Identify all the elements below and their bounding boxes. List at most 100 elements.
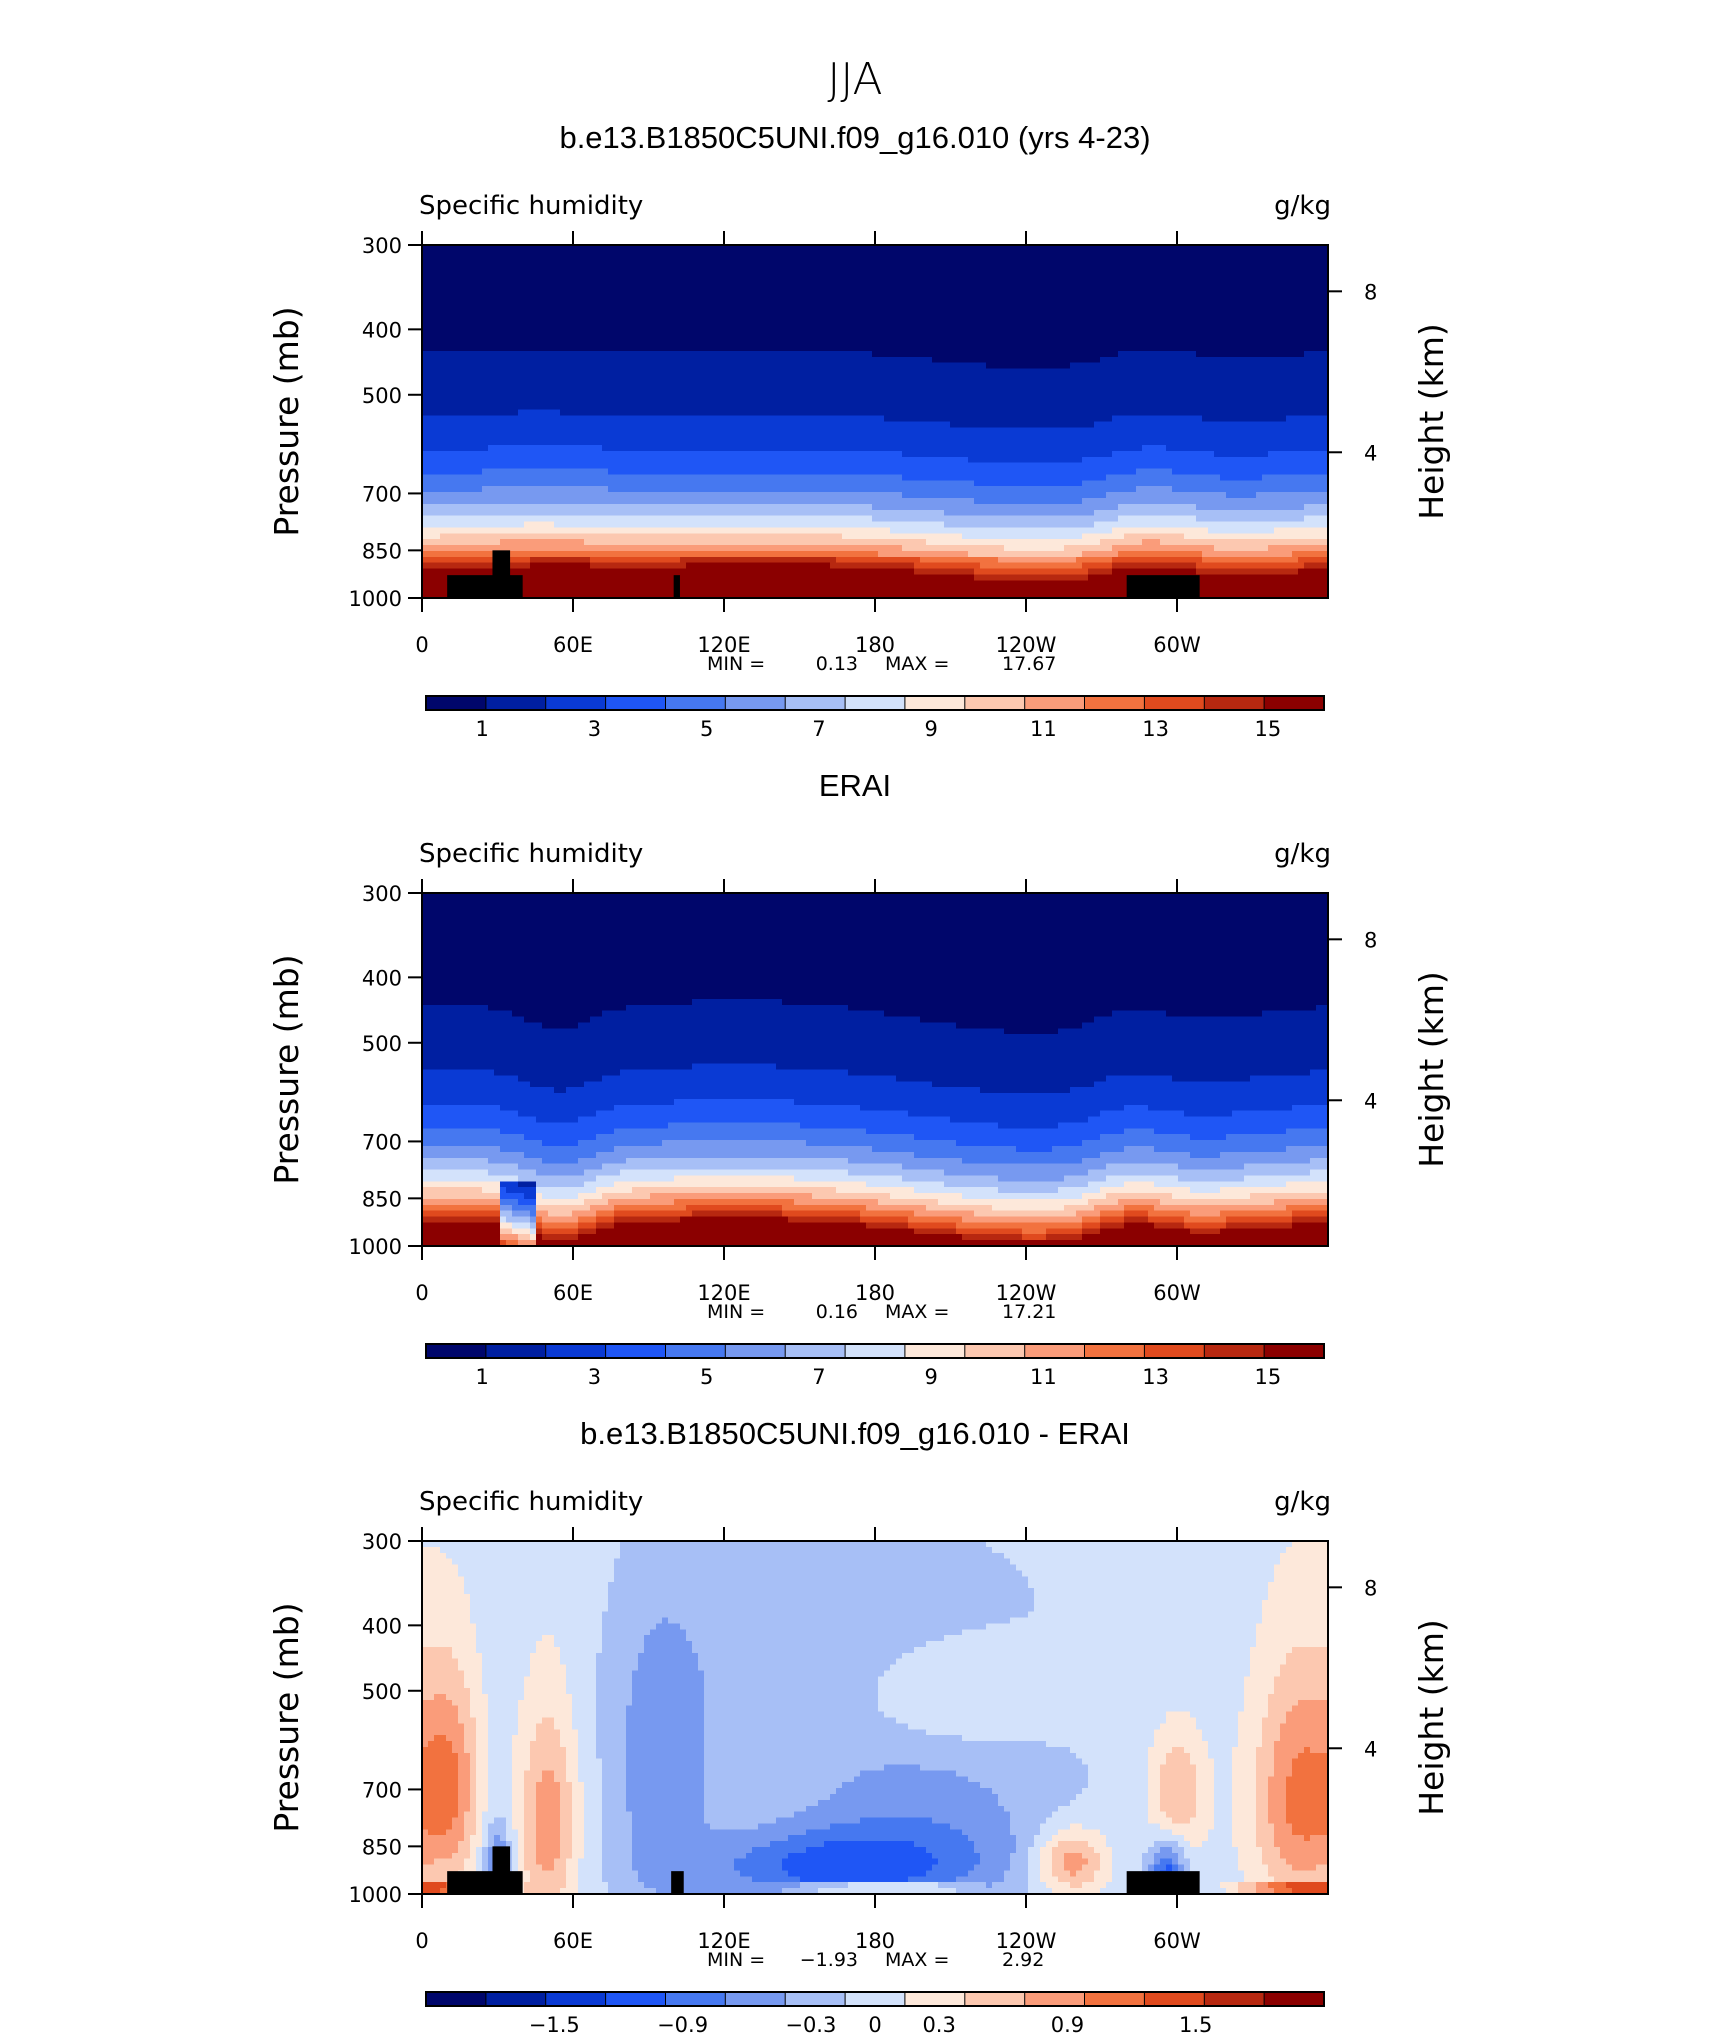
field-cell <box>422 1717 459 1725</box>
field-cell <box>1274 1676 1328 1683</box>
field-cell <box>1010 1811 1053 1819</box>
field-cell <box>524 1688 567 1695</box>
field-cell <box>476 1646 537 1654</box>
field-cell <box>806 1829 963 1836</box>
field-cell <box>800 1882 849 1889</box>
field-cell <box>1154 1852 1179 1860</box>
field-cell <box>1172 1846 1185 1854</box>
field-cell <box>698 1664 891 1672</box>
field-cell <box>422 333 1328 340</box>
field-cell <box>554 521 945 529</box>
field-cell <box>422 1069 495 1077</box>
field-cell <box>488 1717 519 1725</box>
field-cell <box>1238 1711 1269 1719</box>
field-cell <box>1142 539 1161 546</box>
field-cell <box>704 1688 879 1695</box>
field-cell <box>1088 1770 1149 1778</box>
field-cell <box>422 1688 471 1695</box>
field-cell <box>422 1605 471 1613</box>
field-cell <box>1184 1222 1227 1230</box>
field-cell <box>1088 574 1328 582</box>
field-cell <box>458 1705 471 1713</box>
field-cell <box>584 1829 603 1836</box>
field-cell <box>980 1782 1089 1789</box>
field-cell <box>422 1022 543 1030</box>
field-cell <box>512 1010 603 1018</box>
field-cell <box>560 1835 573 1842</box>
x-tick-label: 120W <box>996 1929 1057 1953</box>
field-cell <box>422 946 1328 953</box>
field-cell <box>422 1852 453 1860</box>
field-cell <box>1070 1823 1083 1831</box>
field-cell <box>422 928 1328 935</box>
field-cell <box>452 1852 471 1860</box>
field-cell <box>458 1752 471 1760</box>
field-cell <box>1160 1846 1173 1854</box>
field-cell <box>1082 1234 1328 1241</box>
field-cell <box>626 1805 705 1813</box>
field-cell <box>530 1876 567 1883</box>
field-cell <box>1256 1888 1275 1894</box>
field-cell <box>1112 1858 1143 1866</box>
field-cell <box>518 1852 525 1860</box>
field-cell <box>572 1699 597 1707</box>
colorbar-swatch <box>425 695 487 711</box>
field-cell <box>488 1823 507 1831</box>
field-cell <box>1052 1835 1107 1842</box>
field-cell <box>776 1063 1328 1071</box>
field-cell <box>530 1228 537 1235</box>
field-cell <box>422 327 1328 335</box>
field-cell <box>626 1770 705 1778</box>
field-cell <box>566 1670 597 1678</box>
field-cell <box>1292 1646 1328 1654</box>
field-cell <box>506 1187 537 1194</box>
field-cell <box>1274 1888 1293 1894</box>
field-cell <box>572 1811 585 1819</box>
field-cell <box>458 1570 615 1578</box>
field-cell <box>536 1805 561 1813</box>
field-cell <box>1316 1004 1328 1012</box>
colorbar-label: 5 <box>700 1365 713 1389</box>
field-cell <box>1154 1864 1167 1872</box>
field-cell <box>542 1635 555 1642</box>
y-axis-title: Pressure (mb) <box>267 954 306 1184</box>
field-cell <box>1292 1829 1328 1836</box>
field-cell <box>422 1746 453 1754</box>
field-cell <box>1082 1193 1107 1200</box>
field-cell <box>422 1151 525 1159</box>
field-cell <box>1286 1146 1328 1153</box>
field-cell <box>914 1210 975 1218</box>
field-cell <box>788 1870 927 1878</box>
field-cell <box>476 1752 489 1760</box>
field-cell <box>974 1210 1077 1218</box>
field-cell <box>422 1222 501 1230</box>
field-cell <box>602 1770 627 1778</box>
field-cell <box>1262 1729 1281 1736</box>
field-cell <box>500 1193 525 1200</box>
field-cell <box>644 1641 693 1648</box>
field-cell <box>422 1835 465 1842</box>
y-tick-label: 500 <box>362 1032 402 1056</box>
field-cell <box>626 1004 849 1012</box>
field-cell <box>578 1870 603 1878</box>
field-cell <box>1262 1852 1281 1860</box>
field-cell <box>1226 1888 1239 1894</box>
field-cell <box>470 1752 477 1760</box>
field-cell <box>860 1216 909 1224</box>
field-cell <box>422 1063 693 1071</box>
field-cell <box>422 1193 501 1200</box>
field-cell <box>1148 1770 1161 1778</box>
field-cell <box>524 1193 537 1200</box>
field-cell <box>422 1829 429 1836</box>
field-cell <box>482 1817 495 1825</box>
field-cell <box>500 539 585 546</box>
field-cell <box>470 1799 477 1807</box>
left-label: Specific humidity <box>419 1487 643 1517</box>
field-cell <box>1028 1882 1047 1889</box>
field-cell <box>512 1852 519 1860</box>
field-cell <box>800 1122 999 1130</box>
field-cell <box>1202 550 1293 558</box>
colorbar-swatch <box>665 1991 727 2007</box>
field-cell <box>1154 1128 1287 1135</box>
field-cell <box>632 1846 753 1854</box>
